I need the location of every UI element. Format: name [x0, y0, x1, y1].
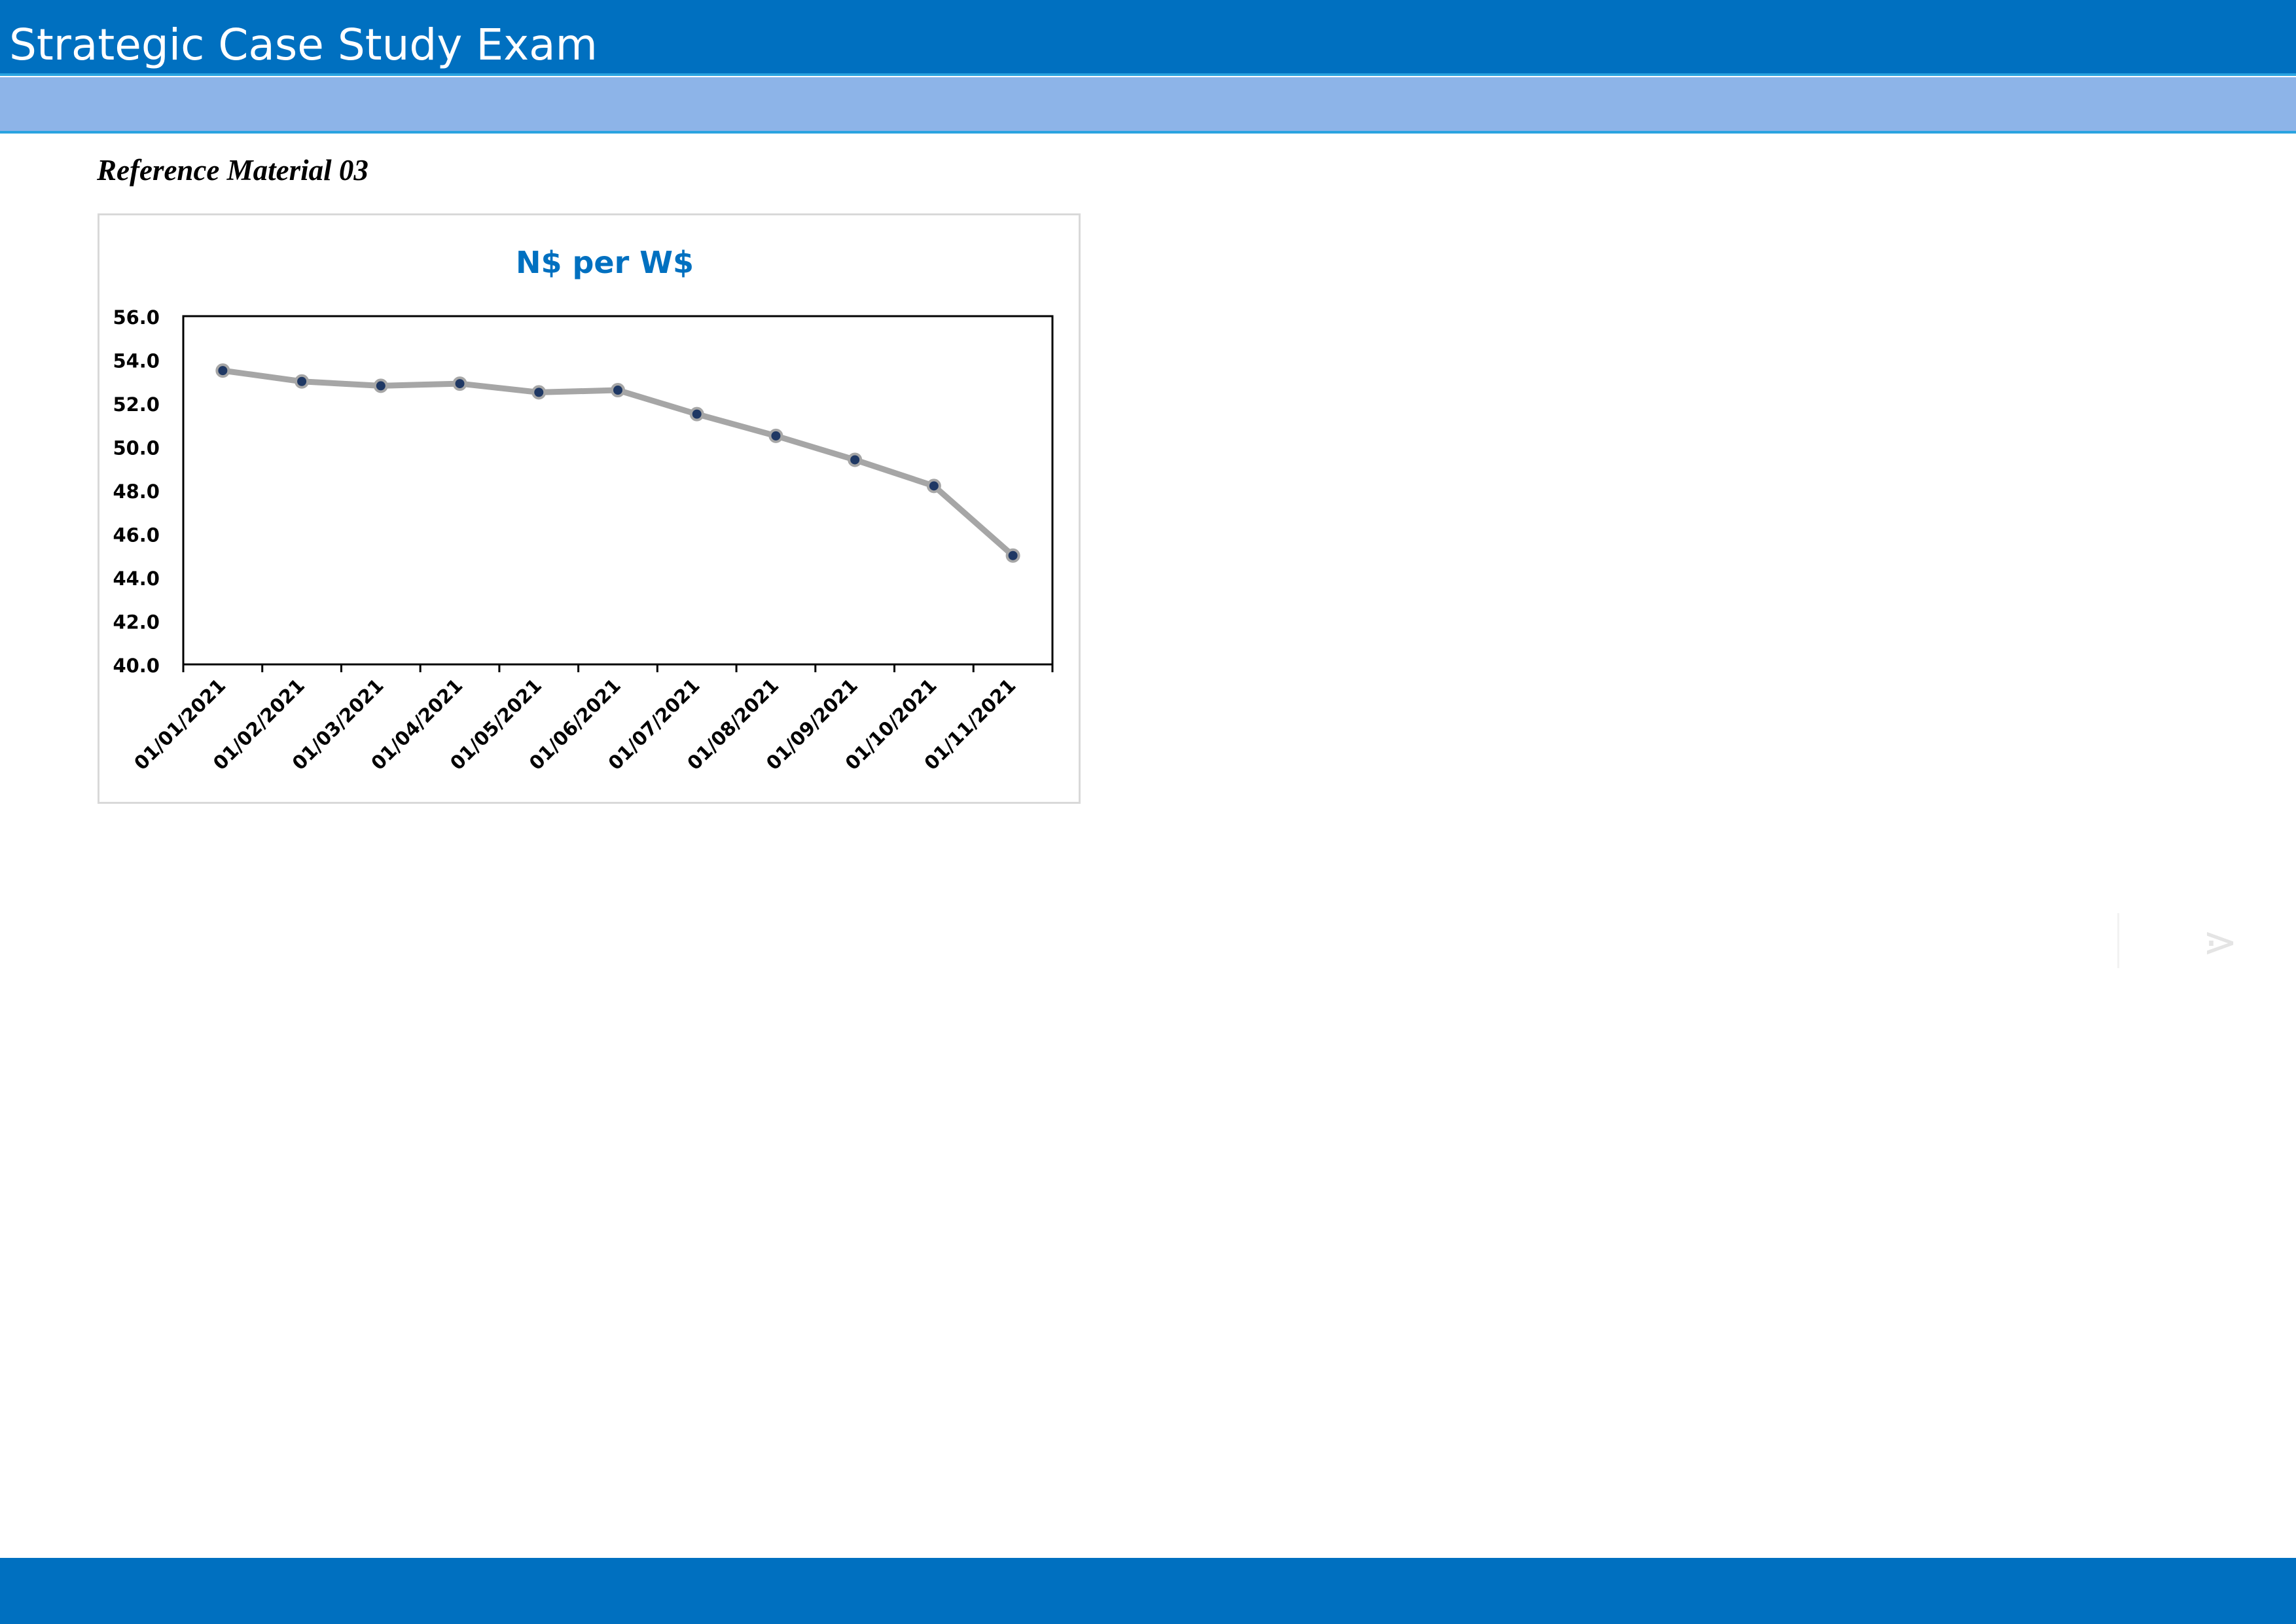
- y-tick-label: 42.0: [113, 611, 160, 634]
- y-tick-label: 50.0: [113, 437, 160, 460]
- sub-header-bar: [0, 77, 2296, 134]
- y-tick-label: 40.0: [113, 655, 160, 677]
- y-tick-label: 48.0: [113, 480, 160, 503]
- plot-area: [182, 315, 1054, 666]
- data-point: [689, 406, 704, 422]
- data-point: [768, 428, 783, 443]
- data-point: [1005, 548, 1020, 563]
- data-point: [452, 376, 467, 391]
- data-point: [295, 374, 310, 389]
- page-title: Strategic Case Study Exam: [9, 20, 598, 70]
- chevron-right-icon: ⋗: [2202, 918, 2238, 967]
- footer-bar: [0, 1558, 2296, 1624]
- header-bar: Strategic Case Study Exam: [0, 0, 2296, 76]
- data-point: [611, 383, 625, 398]
- y-tick-label: 46.0: [113, 524, 160, 547]
- y-tick-label: 44.0: [113, 568, 160, 590]
- data-point: [373, 378, 388, 393]
- nav-divider: [2117, 913, 2119, 968]
- y-tick-label: 56.0: [113, 306, 160, 329]
- data-point: [926, 478, 941, 494]
- y-tick-label: 54.0: [113, 350, 160, 372]
- line-chart: N$ per W$ 40.0 42.0 44.0 46.0 48.0 50.0 52.0 54.…: [113, 245, 1054, 774]
- y-tick-label: 52.0: [113, 393, 160, 416]
- chart-title: N$ per W$: [516, 245, 694, 280]
- next-page-button[interactable]: ⋗: [2197, 920, 2244, 965]
- data-point: [215, 363, 230, 378]
- data-point: [531, 385, 547, 400]
- series-line: [222, 367, 1015, 558]
- data-point: [848, 452, 863, 467]
- reference-label: Reference Material 03: [97, 154, 368, 187]
- chart-frame: N$ per W$ 40.0 42.0 44.0 46.0 48.0 50.0 52.0 54.…: [98, 213, 1081, 804]
